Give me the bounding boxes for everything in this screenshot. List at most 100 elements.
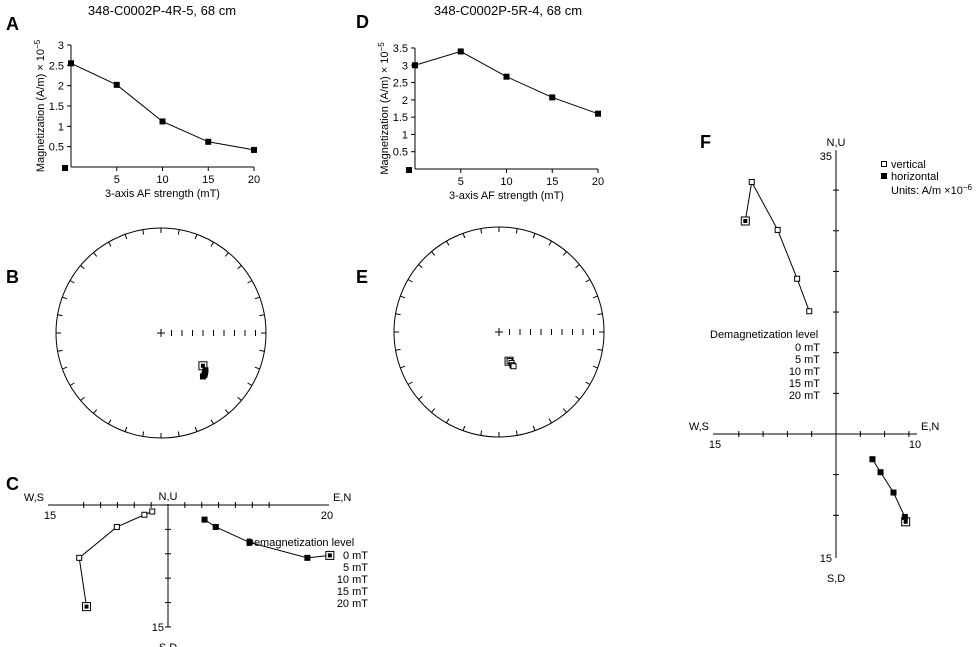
demag-level-title: Demagnetization level <box>246 537 354 549</box>
x-tick-label: 15 <box>202 174 214 186</box>
azimuth-tick <box>462 233 466 239</box>
azimuth-tick <box>237 396 242 401</box>
horizontal-projection-point <box>869 456 876 463</box>
azimuth-tick <box>515 228 518 234</box>
azimuth-tick <box>462 425 466 431</box>
axis-scale-east: 20 <box>321 510 333 522</box>
x-tick-label: 10 <box>156 174 168 186</box>
y-tick-label: 1.5 <box>393 112 408 124</box>
vertical-projection-point <box>113 523 120 530</box>
azimuth-tick <box>562 408 567 413</box>
azimuth-tick <box>142 431 145 437</box>
x-axis-label: 3-axis AF strength (mT) <box>105 188 220 200</box>
azimuth-tick <box>597 313 603 316</box>
azimuth-tick <box>247 280 253 284</box>
vertical-projection-point <box>141 511 148 518</box>
azimuth-tick <box>480 430 483 436</box>
axis-scale-west: 15 <box>44 510 56 522</box>
stereonet-point <box>199 373 206 380</box>
azimuth-tick <box>210 241 214 247</box>
azimuth-tick <box>108 241 112 247</box>
x-tick-label: 5 <box>114 174 120 186</box>
azimuth-tick <box>194 234 198 240</box>
horizontal-projection-point <box>901 513 908 520</box>
units-label: Units: A/m ×10−6 <box>891 183 973 197</box>
data-point <box>412 62 418 69</box>
horizontal-projection-point <box>201 516 208 523</box>
azimuth-tick <box>254 366 260 370</box>
legend-marker-horizontal <box>881 173 887 179</box>
azimuth-tick <box>418 395 423 400</box>
first-step-marker-core <box>200 363 205 368</box>
azimuth-tick <box>400 295 406 299</box>
axis-label-east: E,N <box>921 421 939 433</box>
azimuth-tick <box>80 396 85 401</box>
panel-label-a: A <box>6 14 19 34</box>
panel-c-zijderveld: W,S E,N N,U S,D 15 20 15 Demagnetization level0… <box>24 491 368 647</box>
azimuth-tick <box>562 251 567 256</box>
azimuth-tick <box>548 418 552 424</box>
demag-level-item: 5 mT <box>795 354 820 366</box>
azimuth-tick <box>93 409 98 414</box>
azimuth-tick <box>532 233 536 239</box>
azimuth-tick <box>177 229 180 235</box>
horizontal-projection-point <box>877 469 884 476</box>
axis-scale-west: 15 <box>709 439 721 451</box>
azimuth-tick <box>515 430 518 436</box>
y-tick-label: 1.5 <box>49 101 64 113</box>
y-tick-label: 1 <box>58 121 64 133</box>
axis-label-north: N,U <box>159 491 178 503</box>
panel-e-stereonet <box>393 226 605 438</box>
data-point <box>503 73 510 80</box>
data-point <box>549 94 556 101</box>
axis-scale-north: 35 <box>820 151 832 163</box>
azimuth-tick <box>177 431 180 437</box>
azimuth-tick <box>395 313 401 316</box>
azimuth-tick <box>69 382 75 386</box>
horizontal-projection-point <box>890 489 897 496</box>
panel-label-f: F <box>700 132 711 152</box>
horizontal-projection-point <box>246 539 253 546</box>
vertical-projection-first-point <box>740 216 750 226</box>
demag-level-item: 15 mT <box>789 378 820 390</box>
vertical-projection-point <box>774 226 781 233</box>
legend-marker-vertical <box>881 161 887 167</box>
azimuth-tick <box>124 426 128 432</box>
x-tick-label: 5 <box>458 176 464 188</box>
legend-label-horizontal: horizontal <box>891 171 939 183</box>
demag-level-item: 5 mT <box>343 562 368 574</box>
azimuth-tick <box>210 419 214 425</box>
axis-label-north: N,U <box>827 137 846 149</box>
horizontal-projection-line <box>872 458 907 522</box>
azimuth-tick <box>194 426 198 432</box>
azimuth-tick <box>480 228 483 234</box>
data-point <box>159 118 166 125</box>
azimuth-tick <box>418 264 423 269</box>
demag-level-title: Demagnetization level <box>710 329 818 341</box>
legend-label-vertical: vertical <box>891 159 926 171</box>
vertical-projection-first-point-core <box>743 218 748 223</box>
azimuth-tick <box>585 279 591 283</box>
demag-level-item: 20 mT <box>789 390 820 402</box>
demag-level-item: 10 mT <box>337 574 368 586</box>
demag-level-item: 15 mT <box>337 586 368 598</box>
y-tick-label: 2 <box>402 95 408 107</box>
azimuth-tick <box>407 279 413 283</box>
axis-label-east: E,N <box>333 492 351 504</box>
vertical-projection-line <box>744 180 810 312</box>
series-line <box>70 62 255 151</box>
azimuth-tick <box>259 349 265 352</box>
azimuth-tick <box>254 296 260 300</box>
x-tick-label: 10 <box>500 176 512 188</box>
azimuth-tick <box>575 395 580 400</box>
x-tick-label: 15 <box>546 176 558 188</box>
data-point <box>251 146 257 153</box>
y-axis-label: Magnetization (A/m) × 10−5 <box>33 39 47 172</box>
panel-b-stereonet <box>55 227 267 439</box>
y-tick-label: 0.5 <box>49 142 64 154</box>
vertical-projection-point <box>76 554 83 561</box>
panel-d-demag-curve: 0.5 1 1.5 2 2.5 3 3.5 5 10 15 20 3-axis AF strength… <box>377 42 604 202</box>
y-tick-label: 2.5 <box>393 78 408 90</box>
azimuth-tick <box>446 240 450 246</box>
